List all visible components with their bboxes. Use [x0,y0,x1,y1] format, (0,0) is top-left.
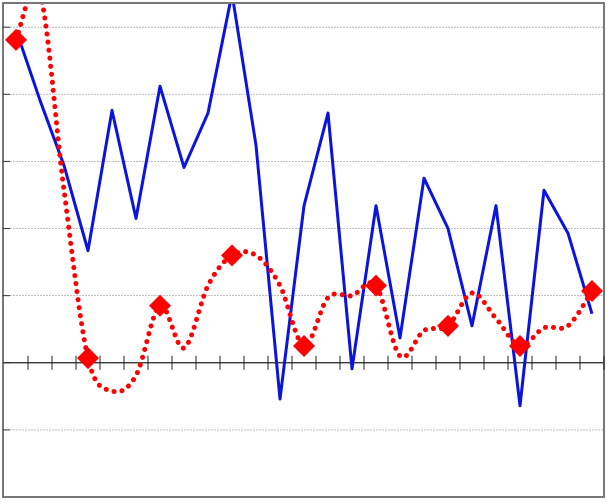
data-marker [437,314,459,337]
data-marker [509,334,531,357]
data-marker [5,28,27,51]
series-line [13,4,595,395]
series-line [14,4,594,408]
data-marker [293,334,315,357]
data-marker [149,294,171,317]
data-marker [77,347,99,370]
data-marker [365,274,387,297]
data-marker [581,279,603,302]
data-marker [221,244,243,267]
